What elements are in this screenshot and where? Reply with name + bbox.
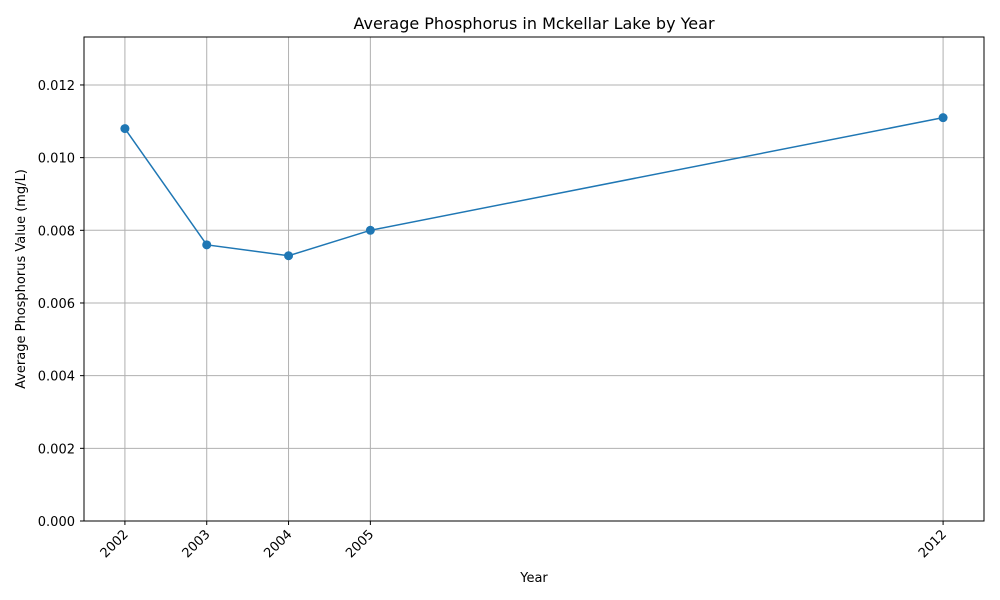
y-tick-label: 0.004 xyxy=(38,370,75,385)
chart-title: Average Phosphorus in Mckellar Lake by Y… xyxy=(353,14,714,33)
x-axis-ticks: 2002 2003 2004 2005 2012 xyxy=(98,521,950,561)
y-tick-label: 0.008 xyxy=(38,224,75,239)
data-point xyxy=(284,251,294,261)
y-tick-label: 0.000 xyxy=(38,515,75,530)
x-tick-label: 2004 xyxy=(261,527,295,561)
series-layer xyxy=(120,113,948,261)
y-tick-label: 0.002 xyxy=(38,442,75,457)
plot-frame xyxy=(83,36,985,522)
y-axis-label: Average Phosphorus Value (mg/L) xyxy=(14,169,29,389)
data-point xyxy=(365,225,375,235)
y-tick-label: 0.012 xyxy=(38,79,75,94)
x-tick-label: 2012 xyxy=(916,527,950,561)
y-axis-ticks: 0.000 0.002 0.004 0.006 0.008 0.010 0.012 xyxy=(38,79,84,530)
data-point xyxy=(938,113,948,123)
x-axis-label: Year xyxy=(519,571,548,586)
grid-lines xyxy=(84,37,984,522)
data-point xyxy=(120,124,130,134)
x-tick-label: 2005 xyxy=(343,527,377,561)
y-tick-label: 0.006 xyxy=(38,297,75,312)
x-tick-label: 2002 xyxy=(98,527,132,561)
y-tick-label: 0.010 xyxy=(38,152,75,167)
series-line xyxy=(124,116,944,257)
x-tick-label: 2003 xyxy=(180,527,214,561)
data-point xyxy=(202,240,212,250)
